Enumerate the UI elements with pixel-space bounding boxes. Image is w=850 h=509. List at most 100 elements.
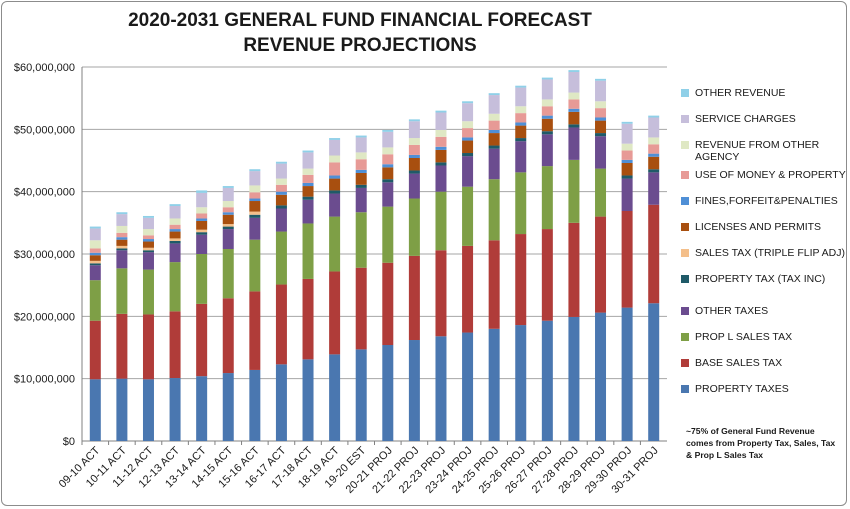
bar-segment: [222, 373, 234, 441]
bar-segment: [275, 284, 287, 365]
bar-segment: [89, 379, 101, 441]
bar-segment: [595, 78, 607, 81]
bar-segment: [515, 106, 527, 114]
bar-segment: [142, 314, 154, 380]
bar-segment: [142, 269, 154, 315]
bar-segment: [275, 161, 287, 164]
bar-segment: [142, 252, 154, 270]
bar-segment: [648, 204, 660, 304]
bar-segment: [249, 214, 261, 218]
bar-segment: [568, 124, 580, 128]
bar-segment: [568, 159, 580, 223]
bar-segment: [355, 184, 367, 188]
bar-segment: [196, 190, 208, 193]
bar-segment: [89, 226, 101, 229]
bar-segment: [355, 349, 367, 441]
bar-segment: [541, 106, 553, 116]
bar-segment: [196, 213, 208, 219]
bar-segment: [568, 71, 580, 93]
legend-item: PROPERTY TAX (TAX INC): [681, 273, 825, 285]
legend-swatch: [681, 385, 689, 393]
bar-segment: [249, 169, 261, 172]
bar-segment: [355, 172, 367, 185]
bar-segment: [595, 312, 607, 441]
bar-segment: [488, 95, 500, 114]
bar-segment: [408, 154, 420, 159]
bar-segment: [142, 235, 154, 240]
bar-segment: [275, 364, 287, 441]
y-tick-label: $30,000,000: [14, 249, 75, 261]
bar-segment: [435, 136, 447, 147]
bar-segment: [222, 226, 234, 230]
bar-segment: [275, 178, 287, 185]
bar-segment: [621, 307, 633, 441]
legend-swatch: [681, 333, 689, 341]
bar-segment: [621, 159, 633, 163]
bar-segment: [462, 245, 474, 333]
bar-segment: [382, 182, 394, 207]
bar-segment: [408, 121, 420, 139]
bar-segment: [116, 248, 128, 251]
bar-segment: [488, 93, 500, 96]
bar-segment: [541, 131, 553, 135]
bar-segment: [595, 101, 607, 109]
bar-segment: [222, 207, 234, 213]
bar-segment: [515, 122, 527, 126]
bar-segment: [595, 108, 607, 118]
bar-segment: [568, 70, 580, 72]
bar-segment: [275, 208, 287, 232]
bar-segment: [435, 110, 447, 113]
bar-segment: [515, 113, 527, 123]
bar-segment: [541, 99, 553, 107]
bar-segment: [196, 207, 208, 214]
bar-segment: [302, 174, 314, 183]
bar-segment: [116, 237, 128, 240]
chart-note: ~75% of General Fund Revenue comes from …: [686, 426, 836, 460]
legend-swatch: [681, 89, 689, 97]
bar-segment: [275, 184, 287, 192]
bar-segment: [116, 239, 128, 246]
bar-segment: [408, 198, 420, 256]
bar-segment: [142, 217, 154, 230]
bar-segment: [142, 239, 154, 242]
legend-swatch: [681, 197, 689, 205]
bar-segment: [222, 186, 234, 188]
bar-segment: [329, 138, 341, 140]
bar-segment: [249, 369, 261, 441]
bar-segment: [89, 252, 101, 256]
legend-label: PROP L SALES TAX: [695, 331, 793, 343]
bar-segment: [355, 169, 367, 173]
bar-segment: [355, 135, 367, 138]
bar-segment: [222, 212, 234, 215]
bar-segment: [116, 212, 128, 215]
bar-segment: [435, 112, 447, 130]
bar-segment: [329, 162, 341, 176]
legend-item: OTHER REVENUE: [681, 87, 785, 99]
bar-segment: [595, 216, 607, 313]
bar-segment: [329, 190, 341, 194]
bar-segment: [488, 145, 500, 149]
bar-segment: [329, 175, 341, 179]
bar-segment: [541, 166, 553, 230]
bar-segment: [382, 167, 394, 180]
bar-segment: [89, 260, 101, 264]
bar-segment: [515, 325, 527, 441]
legend-swatch: [681, 307, 689, 315]
bar-segment: [408, 158, 420, 171]
bar-segment: [541, 79, 553, 100]
bar-segment: [275, 194, 287, 206]
legend-item: REVENUE FROM OTHER AGENCY: [681, 139, 831, 163]
bar-segment: [648, 303, 660, 441]
chart-title-line-2: REVENUE PROJECTIONS: [243, 35, 477, 56]
bar-segment: [142, 247, 154, 251]
bar-segment: [196, 254, 208, 304]
legend-swatch: [681, 359, 689, 367]
bar-segment: [116, 250, 128, 269]
bar-segment: [435, 191, 447, 251]
bar-segment: [249, 185, 261, 193]
bar-segment: [488, 148, 500, 180]
bar-segment: [382, 164, 394, 168]
bar-segment: [541, 118, 553, 132]
bar-segment: [568, 127, 580, 160]
bar-segment: [169, 311, 181, 379]
